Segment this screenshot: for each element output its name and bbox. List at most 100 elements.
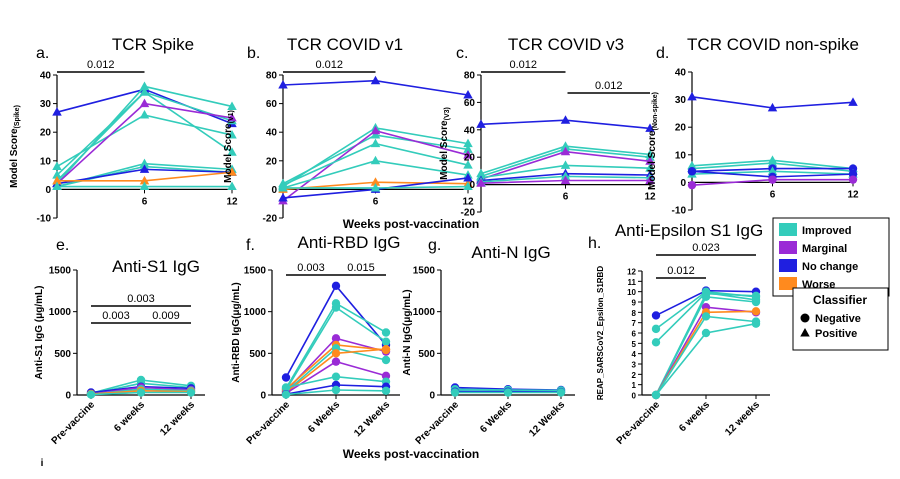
data-point — [751, 297, 761, 307]
panel-h: h.Anti-Epsilon S1 IgG0123456789101112Pre… — [588, 221, 770, 447]
data-point — [751, 307, 761, 316]
panel-title: TCR COVID v3 — [508, 35, 624, 54]
y-tick-label: 500 — [249, 349, 266, 360]
y-tick-label: 0 — [65, 391, 71, 402]
data-point — [227, 147, 237, 156]
y-axis-label: Model Score(V1) — [223, 110, 235, 183]
data-point — [278, 192, 288, 202]
p-value-label: 0.003 — [127, 293, 155, 305]
legend-swatch — [779, 259, 797, 272]
data-point — [139, 81, 150, 90]
y-tick-label: 40 — [266, 128, 278, 139]
y-tick-label: 0 — [469, 180, 475, 191]
data-point — [463, 150, 473, 159]
y-tick-label: 20 — [675, 123, 687, 134]
data-point — [450, 388, 460, 397]
data-point — [227, 101, 237, 110]
y-tick-label: -10 — [672, 206, 687, 217]
y-tick-label: 1000 — [49, 307, 72, 318]
p-value-label: 0.012 — [315, 59, 343, 71]
panel-c: c. TCR COVID v3 -20 0 20 40 60 80 6 12 Model Score… — [439, 35, 656, 219]
x-tick-label: 6 — [142, 196, 148, 207]
y-axis-label: Anti-RBD IgG(μg/mL) — [231, 282, 242, 383]
data-point — [331, 334, 341, 343]
y-tick-label: -20 — [461, 208, 476, 219]
p-value-label: 0.003 — [297, 262, 325, 274]
x-axis-title-top: Weeks post-vaccination — [343, 217, 480, 231]
y-tick-label: 30 — [675, 95, 687, 106]
y-tick-label: 60 — [464, 98, 476, 109]
y-tick-label: 500 — [54, 349, 71, 360]
data-point — [651, 311, 661, 320]
y-tick-label: 1500 — [49, 266, 72, 277]
data-point — [331, 281, 341, 291]
data-point — [381, 386, 391, 396]
data-point — [560, 146, 571, 156]
data-point — [645, 156, 655, 165]
x-tick-label: Pre-vaccine — [414, 399, 462, 447]
y-axis-label-main: Model Score — [647, 130, 658, 190]
legend-swatch — [779, 277, 797, 290]
legend-swatch — [779, 223, 797, 236]
legend-label: No change — [802, 261, 858, 273]
data-point — [86, 390, 96, 399]
data-point — [560, 160, 571, 169]
panel-letter: c. — [456, 45, 468, 62]
data-point — [463, 172, 473, 182]
data-point — [381, 355, 391, 365]
data-point — [136, 388, 146, 397]
x-tick-label: 12 weeks — [158, 399, 197, 438]
x-tick-label: 12 — [462, 196, 474, 207]
y-axis-label: REAP_SARSCoV2_Epsilon_S1RBD — [596, 266, 605, 400]
x-tick-label: 12 — [644, 192, 656, 203]
data-point — [687, 180, 697, 190]
data-point — [370, 130, 381, 139]
p-value-label: 0.015 — [347, 262, 375, 274]
y-tick-label: 40 — [40, 71, 52, 82]
panel-f: f. Anti-RBD IgG 0 500 1000 1500 Pre-vaccine 6 W… — [231, 233, 400, 447]
y-tick-label: 3 — [632, 361, 637, 370]
p-value-label: 0.012 — [509, 59, 537, 71]
data-point — [701, 312, 711, 321]
data-point — [463, 138, 473, 148]
y-tick-label: 5 — [632, 340, 637, 349]
panel-letter: d. — [656, 45, 669, 62]
panel-letter: b. — [247, 45, 260, 62]
data-point — [701, 292, 711, 302]
legend-circle-marker — [800, 313, 810, 323]
y-axis-label-main: Anti-RBD IgG(μg/mL) — [231, 282, 242, 383]
data-point — [331, 357, 341, 366]
data-point — [370, 138, 381, 148]
y-tick-label: 1000 — [244, 307, 267, 318]
y-tick-label: 0 — [45, 185, 51, 196]
classifier-label: Positive — [815, 328, 857, 340]
data-point — [463, 90, 473, 99]
data-point — [278, 80, 288, 89]
p-value-label: 0.009 — [152, 310, 180, 322]
y-tick-label: 1 — [632, 381, 637, 390]
data-point — [370, 177, 381, 186]
x-tick-label: 6 — [373, 196, 379, 207]
data-point — [751, 319, 761, 328]
data-point — [751, 291, 761, 300]
y-axis-label: Anti-S1 IgG (μg/mL) — [34, 286, 45, 380]
y-axis-label-main: REAP_SARSCoV2_Epsilon_S1RBD — [596, 266, 605, 400]
data-point — [139, 110, 150, 119]
data-point — [227, 167, 237, 176]
panel-d: d. TCR COVID non-spike -10 0 10 20 30 40 6 12 Mode… — [647, 35, 859, 217]
data-point — [476, 119, 486, 128]
bottom-left-mark: i — [41, 458, 44, 469]
data-point — [556, 388, 566, 397]
data-point — [278, 182, 288, 192]
y-axis-label-sub: (V3) — [444, 107, 451, 120]
panel-title: TCR COVID v1 — [287, 35, 403, 54]
panel-letter: h. — [588, 235, 601, 252]
y-tick-label: 7 — [632, 319, 637, 328]
data-point — [331, 349, 341, 358]
data-point — [651, 324, 661, 334]
legend-swatch — [779, 241, 797, 254]
y-axis-label-main: Anti-S1 IgG (μg/mL) — [34, 286, 45, 380]
data-point — [281, 390, 291, 399]
